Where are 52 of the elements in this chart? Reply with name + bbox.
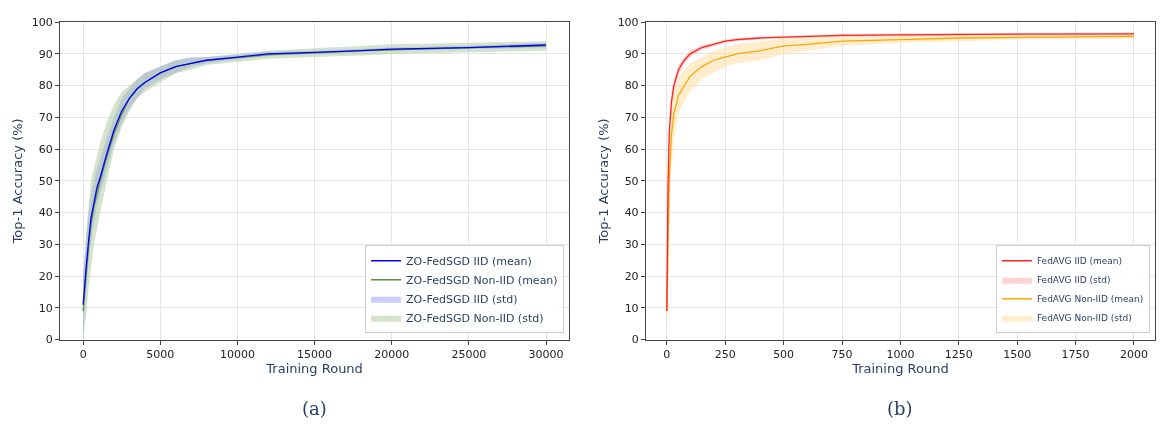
x-tick-label: 15000 bbox=[297, 347, 333, 361]
y-tick-label: 20 bbox=[38, 269, 53, 283]
y-tick-label: 60 bbox=[624, 142, 639, 156]
x-tick-label: 2000 bbox=[1119, 347, 1148, 361]
y-tick-label: 40 bbox=[624, 206, 639, 220]
y-tick-label: 100 bbox=[31, 15, 53, 29]
y-tick-label: 90 bbox=[624, 47, 639, 61]
legend-label: FedAVG Non-IID (std) bbox=[1036, 313, 1132, 324]
x-tick-label: 20000 bbox=[374, 347, 410, 361]
x-tick-label: 1500 bbox=[1003, 347, 1032, 361]
y-tick-label: 70 bbox=[624, 111, 639, 125]
text: (b) bbox=[887, 398, 913, 419]
y-tick-label: 60 bbox=[38, 142, 53, 156]
legend-label: FedAVG IID (mean) bbox=[1036, 256, 1123, 267]
y-tick-label: 0 bbox=[45, 333, 53, 347]
legend-label: ZO-FedSGD IID (mean) bbox=[406, 255, 532, 269]
text: (a) bbox=[302, 398, 327, 419]
legend-label: ZO-FedSGD Non-IID (std) bbox=[406, 312, 544, 326]
x-tick-label: 10000 bbox=[219, 347, 255, 361]
y-tick-label: 100 bbox=[617, 15, 639, 29]
x-tick-label: 30000 bbox=[528, 347, 564, 361]
y-tick-label: 30 bbox=[624, 238, 639, 252]
y-tick-label: 80 bbox=[38, 79, 53, 93]
x-tick-label: 0 bbox=[79, 347, 87, 361]
x-tick-label: 1000 bbox=[886, 347, 915, 361]
x-axis-title: Training Round bbox=[851, 360, 949, 376]
y-tick-label: 70 bbox=[38, 111, 53, 125]
y-tick-label: 20 bbox=[624, 269, 639, 283]
legend-label: FedAVG Non-IID (mean) bbox=[1036, 294, 1144, 305]
y-tick-label: 50 bbox=[38, 174, 53, 188]
y-tick-label: 10 bbox=[38, 301, 53, 315]
y-tick-label: 10 bbox=[624, 301, 639, 315]
y-axis-title: Top-1 Accuracy (%) bbox=[9, 118, 25, 245]
x-tick-label: 500 bbox=[773, 347, 795, 361]
x-tick-label: 250 bbox=[714, 347, 736, 361]
x-tick-label: 0 bbox=[663, 347, 671, 361]
legend-label: FedAVG IID (std) bbox=[1036, 275, 1111, 286]
y-tick-label: 50 bbox=[624, 174, 639, 188]
y-tick-label: 30 bbox=[38, 238, 53, 252]
x-tick-label: 1750 bbox=[1061, 347, 1090, 361]
legend-label: ZO-FedSGD IID (std) bbox=[406, 293, 518, 307]
y-tick-label: 0 bbox=[631, 333, 639, 347]
y-tick-label: 80 bbox=[624, 79, 639, 93]
x-tick-label: 1250 bbox=[944, 347, 973, 361]
x-tick-label: 750 bbox=[831, 347, 853, 361]
x-tick-label: 5000 bbox=[146, 347, 175, 361]
x-tick-label: 25000 bbox=[451, 347, 487, 361]
y-tick-label: 40 bbox=[38, 206, 53, 220]
legend-label: ZO-FedSGD Non-IID (mean) bbox=[406, 274, 558, 288]
x-axis-title: Training Round bbox=[265, 360, 363, 376]
y-tick-label: 90 bbox=[38, 47, 53, 61]
y-axis-title: Top-1 Accuracy (%) bbox=[595, 118, 611, 245]
